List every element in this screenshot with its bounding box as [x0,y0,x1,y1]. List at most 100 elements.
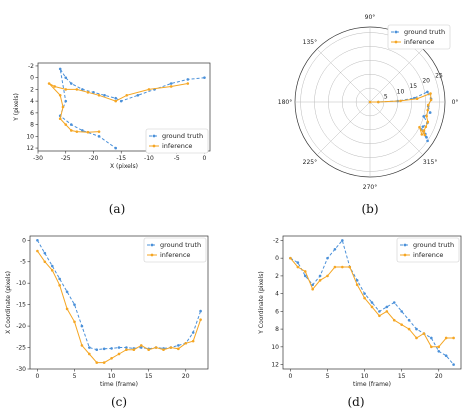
data-point-0 [407,318,411,322]
y-tick-label: -15 [16,302,26,309]
data-point-1 [47,82,51,85]
data-point-0 [378,310,381,313]
plot-area [282,235,462,370]
data-point-1 [424,125,428,129]
data-point-1 [80,344,84,347]
data-point-0 [69,82,73,85]
data-point-0 [318,274,322,278]
y-tick-label: 8 [30,122,34,129]
data-point-1 [399,99,402,103]
data-point-1 [437,345,441,349]
data-point-0 [341,239,344,242]
y-tick-label: 0 [275,255,279,262]
data-point-0 [392,301,396,304]
data-point-1 [326,274,329,278]
x-tick-label: -30 [33,155,43,162]
y-tick-label: -20 [16,323,26,330]
data-point-0 [363,292,366,295]
data-point-1 [58,93,62,97]
data-point-0 [73,303,76,306]
data-point-0 [296,261,300,264]
y-tick-label: -5 [20,259,26,266]
radial-tick-label: 20 [422,78,430,85]
x-tick-label: 0 [289,373,293,380]
y-tick-label: 8 [275,326,279,333]
data-point-1 [139,344,143,347]
angle-tick-label: 225° [303,159,317,166]
radial-tick-label: 10 [397,88,405,95]
angle-tick-label: 270° [363,184,377,191]
legend-marker-1 [152,144,156,148]
data-point-0 [65,290,69,294]
legend-marker-0 [394,30,398,34]
data-point-1 [73,320,76,324]
data-point-1 [58,284,61,287]
data-point-1 [423,133,427,137]
data-point-1 [65,307,69,311]
x-tick-label: -10 [144,155,154,162]
legend-marker-1 [403,253,407,257]
series-line-1 [48,83,188,133]
data-point-0 [326,256,329,260]
data-point-0 [430,336,433,340]
radial-tick-label: 15 [409,83,417,90]
data-point-0 [422,115,425,118]
data-point-1 [318,279,322,282]
legend-label-1: inference [160,251,190,259]
data-point-1 [426,103,430,107]
data-point-1 [370,305,374,309]
data-point-0 [203,76,206,79]
x-tick-label: 15 [398,373,406,380]
data-point-0 [58,67,62,71]
data-point-1 [377,100,380,104]
x-tick-label: 5 [326,373,330,380]
data-point-1 [418,125,421,129]
data-point-0 [136,93,140,97]
x-tick-label: 10 [108,373,116,380]
data-point-1 [415,336,418,340]
legend-label-0: ground truth [162,132,203,140]
data-point-1 [110,356,113,360]
legend-box [145,128,209,154]
data-point-1 [420,133,424,136]
data-point-1 [341,265,344,269]
data-point-1 [169,85,173,88]
x-tick-label: 0 [203,155,207,162]
data-point-1 [147,88,151,91]
data-point-0 [415,327,418,331]
data-point-0 [370,301,374,304]
data-point-1 [114,99,117,103]
data-point-1 [444,336,448,340]
data-point-1 [162,348,165,351]
data-point-1 [86,130,90,134]
y-tick-label: 0 [22,237,26,244]
plot-area [29,235,209,370]
legend-marker-0 [152,134,156,138]
y-tick-label: 4 [30,98,34,105]
data-point-0 [169,82,173,85]
data-point-1 [296,265,300,269]
x-tick-label: -25 [61,155,71,162]
data-point-0 [102,347,106,351]
polar-grid-spoke [316,101,371,156]
data-point-0 [92,91,95,94]
data-point-1 [64,123,68,126]
data-point-1 [426,120,430,124]
data-point-0 [97,135,101,138]
data-point-1 [422,129,426,132]
y-tick-label: 10 [271,344,279,351]
chart-d: 0 5 10 15 20 -2 0 2 4 6 8 10 12 time (frame) Y Coordin… [258,235,462,388]
data-point-0 [428,111,432,114]
x-tick-label: 20 [435,373,443,380]
data-point-0 [452,363,455,366]
angle-tick-label: 90° [365,14,376,21]
data-point-0 [177,344,180,347]
legend-marker-0 [403,243,407,247]
x-axis-label: time (frame) [353,381,391,388]
polar-grid-spoke [369,101,424,156]
data-point-1 [97,93,101,97]
y-tick-label: 2 [30,86,34,93]
y-tick-label: -2 [28,63,34,70]
